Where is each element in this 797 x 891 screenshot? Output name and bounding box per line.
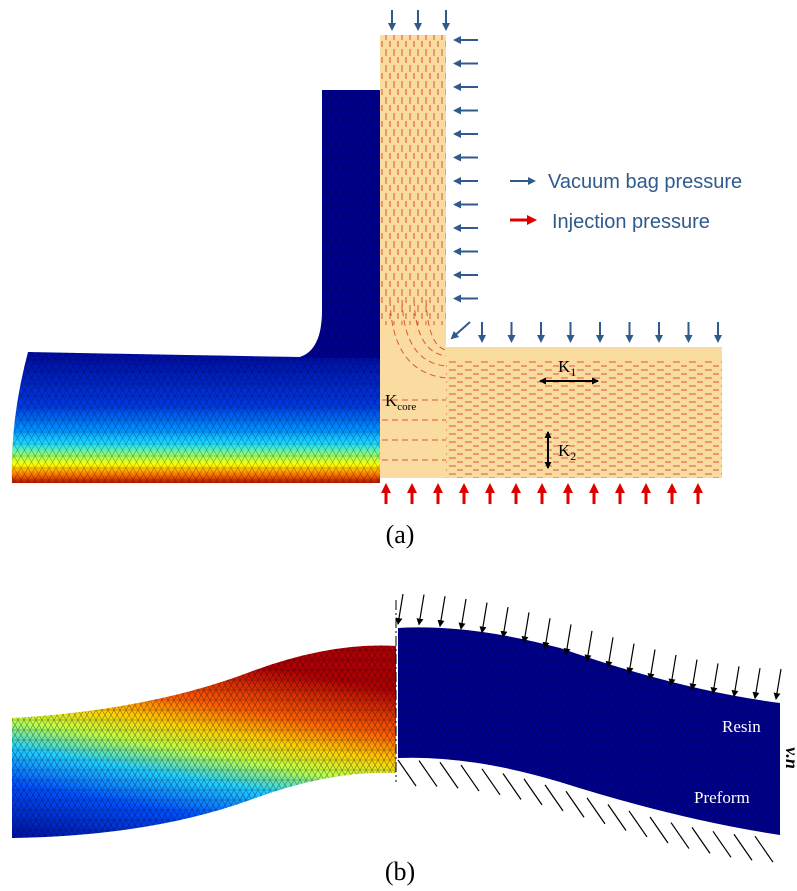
hatch-line <box>607 804 627 831</box>
legend-vacuum-label: Vacuum bag pressure <box>548 171 742 193</box>
pressure-arrow <box>731 666 740 698</box>
hatch-line <box>565 790 585 818</box>
hatch-line <box>754 835 774 863</box>
caption-a: (a) <box>386 520 415 549</box>
caption-b: (b) <box>385 857 415 886</box>
vacuum-arrow-corner <box>450 321 471 340</box>
pressure-arrows-top <box>395 593 782 700</box>
hatch-line <box>418 760 438 787</box>
pressure-arrow <box>584 630 593 662</box>
vacuum-arrows-flange <box>478 322 722 343</box>
pressure-arrow <box>773 668 782 700</box>
pressure-arrow <box>458 598 467 630</box>
pressure-arrow <box>416 594 425 626</box>
pressure-arrow <box>689 659 698 691</box>
resin-preform-mesh <box>398 627 780 835</box>
panel-b: Resin Preform v.n (b) <box>12 593 797 886</box>
legend-injection-label: Injection pressure <box>552 211 710 233</box>
hatch-line <box>439 761 459 789</box>
hatch-line <box>712 830 732 858</box>
hatch-line <box>523 778 543 806</box>
hatch-line <box>628 810 648 838</box>
preform-bend-fibers <box>382 299 447 461</box>
preform-web-fibers <box>380 35 446 325</box>
pressure-arrow <box>437 596 446 628</box>
legend: Vacuum bag pressure Injection pressure <box>510 171 742 233</box>
pressure-field-a <box>11 90 381 483</box>
pressure-field-b-mesh <box>12 645 396 838</box>
pressure-arrow <box>626 643 635 675</box>
hatch-line <box>691 827 711 854</box>
hatch-line <box>460 764 480 792</box>
hatch-line <box>481 768 501 796</box>
pressure-arrow <box>395 593 404 625</box>
panel-a: Vacuum bag pressure Injection pressure K… <box>11 10 742 549</box>
pressure-arrow <box>668 654 677 686</box>
pressure-arrow <box>605 637 614 669</box>
injection-arrows <box>381 483 703 504</box>
pressure-arrow <box>542 618 551 650</box>
hatch-line <box>586 797 606 825</box>
resin-label: Resin <box>722 717 761 736</box>
pressure-arrow <box>521 612 530 644</box>
pressure-arrow <box>752 668 761 700</box>
pressure-arrow <box>500 607 509 639</box>
pressure-arrow <box>479 602 488 634</box>
pressure-arrow <box>710 663 719 695</box>
preform-label: Preform <box>694 788 750 807</box>
vacuum-arrows-web <box>453 36 478 303</box>
normal-velocity-label: v.n <box>782 747 797 769</box>
preform-boundary-hatch <box>397 759 774 863</box>
k-core-label: Kcore <box>385 391 416 413</box>
hatch-line <box>502 773 522 800</box>
k2-label: K2 <box>558 441 576 463</box>
pressure-arrow <box>647 649 656 681</box>
k1-label: K1 <box>558 357 576 379</box>
pressure-arrow <box>563 624 572 656</box>
hatch-line <box>649 816 669 844</box>
hatch-line <box>670 822 690 849</box>
hatch-line <box>733 833 753 861</box>
hatch-line <box>544 784 564 812</box>
vacuum-arrows-top <box>388 10 450 31</box>
preform-flange-fibers <box>446 360 722 478</box>
hatch-line <box>397 759 417 787</box>
